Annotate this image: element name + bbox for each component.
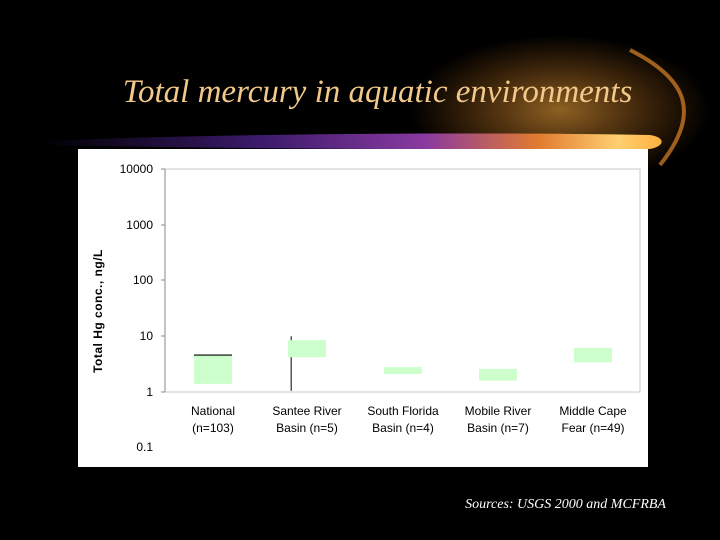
- boxplot-chart: Total Hg conc., ng/L 1000010001001010.1 …: [91, 162, 641, 454]
- chart-panel: Total Hg conc., ng/L 10000 1000 100 10 1 0.1 …: [78, 149, 648, 467]
- y-tick-label: 10000: [120, 162, 154, 176]
- category-label-line1: National: [191, 404, 235, 418]
- category-label-line2: Basin (n=4): [372, 421, 434, 435]
- y-axis-label: Total Hg conc., ng/L: [91, 249, 105, 373]
- y-tick-label: 0.1: [136, 440, 153, 454]
- y-tick-label: 1: [146, 385, 153, 399]
- box-1: [194, 354, 232, 384]
- slide-title: Total mercury in aquatic environments: [122, 74, 633, 110]
- y-tick-label: 100: [133, 273, 153, 287]
- box-iqr: [384, 367, 422, 375]
- category-label-line1: Santee River: [272, 404, 341, 418]
- box-5: [574, 347, 612, 363]
- category-label-line2: Fear (n=49): [561, 421, 624, 435]
- source-note: Sources: USGS 2000 and MCFRBA: [465, 497, 666, 512]
- box-iqr: [194, 355, 232, 384]
- box-iqr: [288, 340, 326, 358]
- box-iqr: [479, 368, 517, 381]
- box-iqr: [574, 347, 612, 363]
- category-label-line1: Middle Cape: [559, 404, 627, 418]
- box-2: [288, 336, 326, 391]
- title-swoosh-decoration: [40, 35, 710, 185]
- category-label-line1: South Florida: [367, 404, 439, 418]
- y-tick-label: 10: [140, 329, 154, 343]
- plot-area-frame: [164, 168, 641, 393]
- y-tick-label: 1000: [126, 218, 153, 232]
- category-label-line2: Basin (n=7): [467, 421, 529, 435]
- category-label-line1: Mobile River: [465, 404, 532, 418]
- category-label-line2: Basin (n=5): [276, 421, 338, 435]
- category-label-line2: (n=103): [192, 421, 234, 435]
- box-3: [384, 367, 422, 375]
- box-4: [479, 368, 517, 381]
